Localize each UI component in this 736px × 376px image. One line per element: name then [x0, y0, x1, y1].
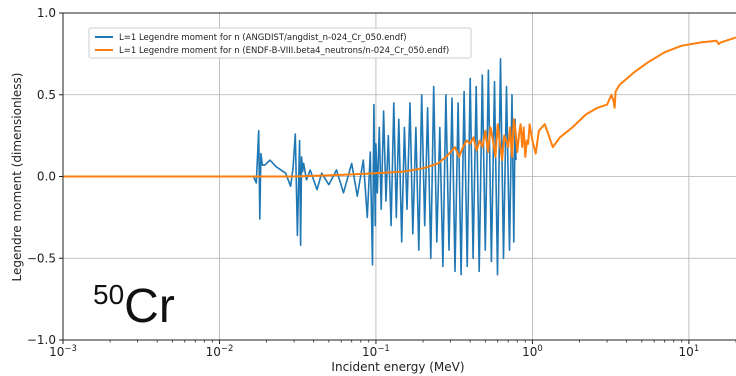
- isotope-symbol: Cr: [124, 280, 175, 333]
- x-tick-label: 10−1: [362, 344, 390, 359]
- x-tick-label-exponent: −3: [64, 344, 77, 354]
- x-tick-label-base: 10: [362, 345, 377, 359]
- y-tick-label: −1.0: [27, 333, 56, 347]
- y-tick-label: 0.5: [37, 88, 56, 102]
- series-line-endf: [63, 36, 736, 178]
- y-tick-label: 1.0: [37, 6, 56, 20]
- x-tick-label-base: 10: [522, 345, 537, 359]
- isotope-mass-number: 50: [93, 279, 124, 310]
- x-tick-label-exponent: 0: [537, 344, 542, 354]
- x-tick-label: 10−2: [206, 344, 234, 359]
- x-tick-label: 10−3: [49, 344, 77, 359]
- legend-label-endf: L=1 Legendre moment for n (ENDF-B-VIII.b…: [119, 46, 449, 56]
- x-tick-label: 101: [679, 344, 700, 359]
- x-tick-label: 100: [522, 344, 543, 359]
- tick-marks: [59, 12, 736, 344]
- x-tick-label-base: 10: [49, 345, 64, 359]
- x-tick-label-exponent: 1: [694, 344, 699, 354]
- series-layer: [63, 36, 736, 276]
- x-tick-label-base: 10: [679, 345, 694, 359]
- x-axis-title: Incident energy (MeV): [331, 360, 464, 374]
- isotope-annotation: 50Cr: [93, 279, 175, 333]
- legend-label-angdist: L=1 Legendre moment for n (ANGDIST/angdi…: [119, 33, 407, 43]
- x-tick-label-base: 10: [206, 345, 221, 359]
- y-axis-title: Legendre moment (dimensionless): [10, 73, 24, 282]
- legend: L=1 Legendre moment for n (ANGDIST/angdi…: [88, 27, 472, 59]
- legend-box: [88, 27, 472, 59]
- y-tick-label: 0.0: [37, 170, 56, 184]
- y-tick-label: −0.5: [27, 251, 56, 265]
- x-tick-label-exponent: −2: [221, 344, 234, 354]
- x-tick-label-exponent: −1: [377, 344, 390, 354]
